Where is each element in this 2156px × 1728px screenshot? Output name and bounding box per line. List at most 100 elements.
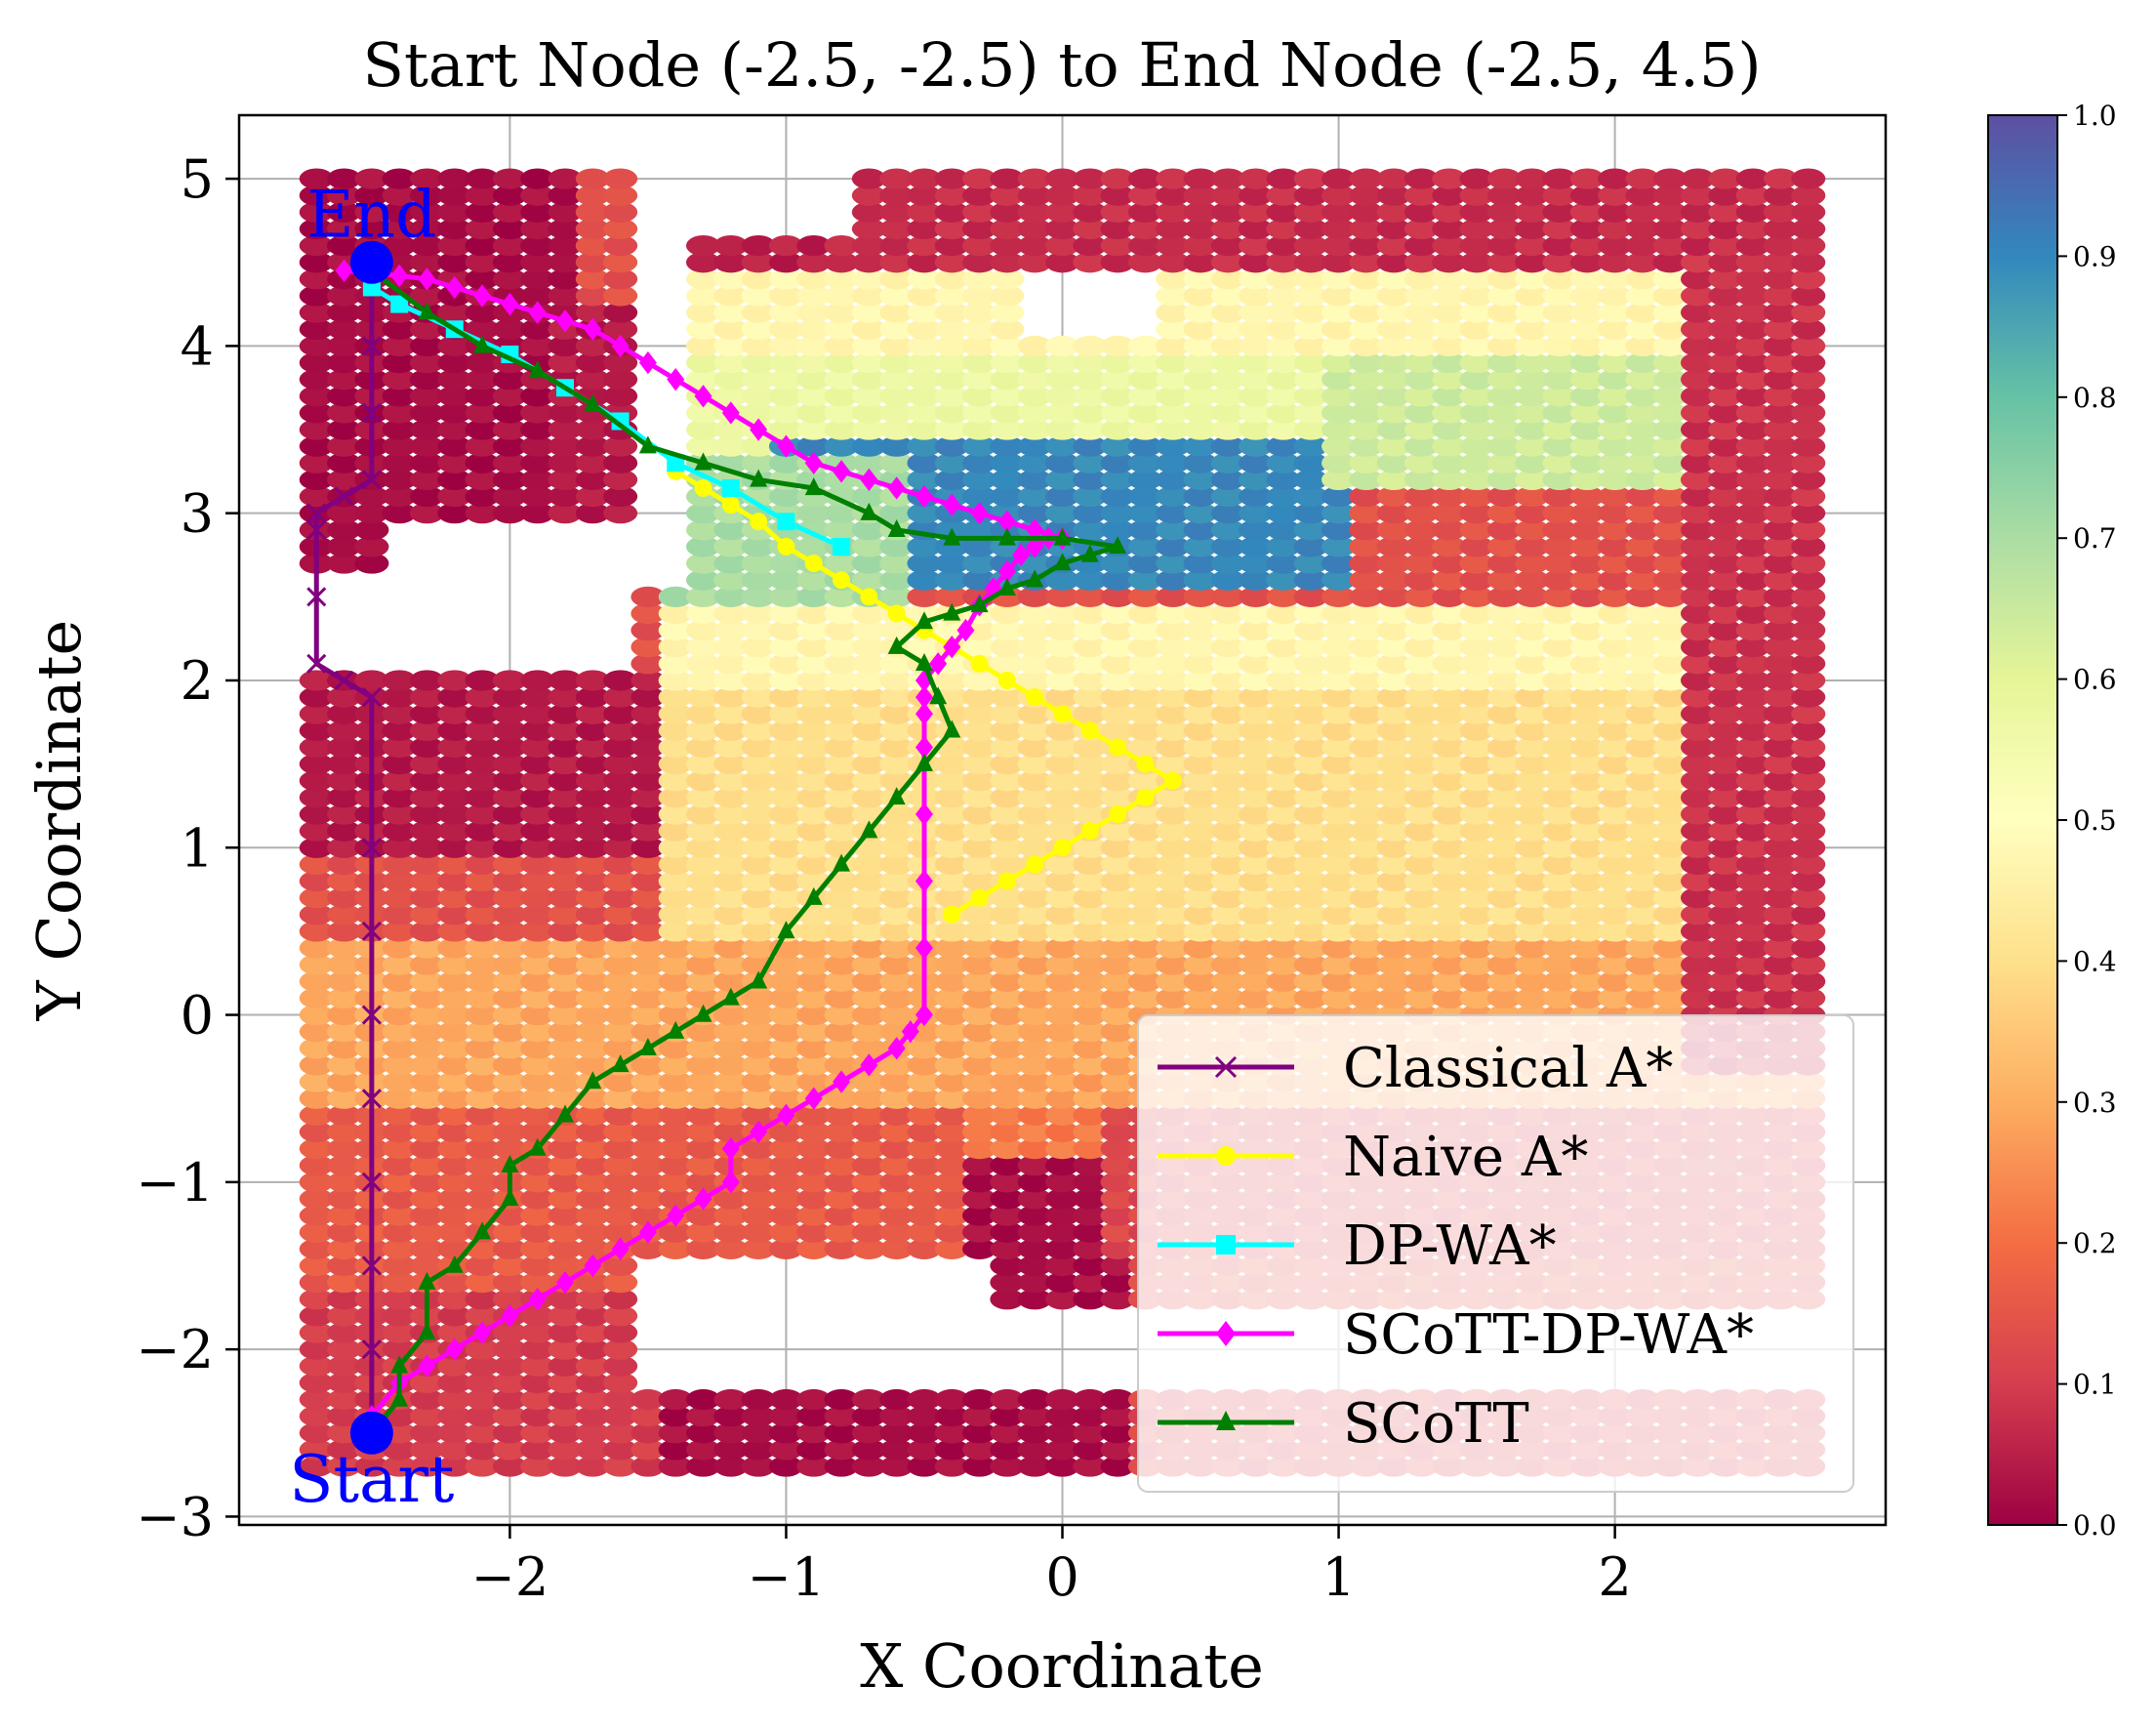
heatmap-cell xyxy=(327,1322,362,1343)
heatmap-cell xyxy=(1044,586,1080,607)
heatmap-cell xyxy=(741,770,776,792)
heatmap-cell xyxy=(299,386,334,407)
heatmap-cell xyxy=(934,285,969,307)
heatmap-cell xyxy=(1044,1422,1080,1444)
heatmap-cell xyxy=(1349,419,1384,440)
heatmap-cell xyxy=(1156,736,1191,759)
heatmap-cell xyxy=(1210,335,1245,357)
heatmap-cell xyxy=(631,1121,666,1143)
heatmap-cell xyxy=(1127,619,1162,641)
heatmap-cell xyxy=(1266,637,1301,658)
heatmap-cell xyxy=(768,485,803,508)
heatmap-cell xyxy=(824,720,859,741)
heatmap-cell xyxy=(713,1088,749,1109)
heatmap-cell xyxy=(1349,904,1384,926)
heatmap-cell xyxy=(1100,1004,1135,1026)
heatmap-cell xyxy=(1210,485,1245,508)
heatmap-cell xyxy=(1293,285,1328,307)
heatmap-cell xyxy=(1017,770,1052,792)
heatmap-cell xyxy=(1403,268,1440,290)
heatmap-cell xyxy=(879,369,915,391)
heatmap-cell xyxy=(1293,720,1328,741)
heatmap-cell xyxy=(768,268,803,290)
heatmap-cell xyxy=(409,1439,445,1461)
heatmap-cell xyxy=(741,1038,776,1059)
heatmap-cell xyxy=(1376,402,1411,424)
heatmap-cell xyxy=(1210,553,1245,574)
heatmap-cell xyxy=(685,335,721,357)
heatmap-cell xyxy=(1459,820,1494,842)
heatmap-cell xyxy=(990,218,1025,240)
heatmap-cell xyxy=(962,970,997,992)
heatmap-cell xyxy=(658,787,693,808)
heatmap-cell xyxy=(713,268,749,290)
heatmap-cell xyxy=(382,386,417,407)
heatmap-cell xyxy=(1183,753,1218,775)
heatmap-cell xyxy=(1156,703,1191,724)
heatmap-cell xyxy=(631,853,666,876)
heatmap-cell xyxy=(1100,351,1135,374)
heatmap-cell xyxy=(990,469,1025,491)
heatmap-cell xyxy=(1073,1071,1108,1092)
colorbar-tick-label: 0.4 xyxy=(2073,945,2117,977)
heatmap-cell xyxy=(1073,586,1108,607)
heatmap-cell xyxy=(768,1388,803,1411)
heatmap-cell xyxy=(575,1038,610,1059)
heatmap-cell xyxy=(1403,619,1440,641)
heatmap-cell xyxy=(548,435,583,457)
heatmap-cell xyxy=(520,1355,555,1377)
heatmap-cell xyxy=(327,1289,362,1310)
heatmap-cell xyxy=(492,168,527,189)
heatmap-cell xyxy=(465,185,500,206)
heatmap-cell xyxy=(631,703,666,724)
heatmap-cell xyxy=(437,1355,472,1377)
heatmap-cell xyxy=(741,921,776,942)
heatmap-cell xyxy=(548,1338,583,1360)
heatmap-cell xyxy=(1403,452,1440,473)
data-point xyxy=(1163,771,1182,790)
heatmap-cell xyxy=(382,1456,417,1477)
heatmap-cell xyxy=(1239,987,1274,1009)
heatmap-cell xyxy=(327,987,362,1009)
heatmap-cell xyxy=(382,937,417,959)
heatmap-cell xyxy=(603,1272,638,1294)
heatmap-cell xyxy=(768,653,803,675)
heatmap-cell xyxy=(1156,653,1191,675)
heatmap-cell xyxy=(768,787,803,808)
heatmap-cell xyxy=(1127,536,1162,557)
heatmap-cell xyxy=(299,686,334,708)
heatmap-cell xyxy=(492,1104,527,1126)
heatmap-cell xyxy=(1239,569,1274,591)
heatmap-cell xyxy=(437,218,472,240)
heatmap-cell xyxy=(796,1155,832,1176)
heatmap-cell xyxy=(1459,653,1494,675)
heatmap-cell xyxy=(465,1172,500,1193)
heatmap-cell xyxy=(327,218,362,240)
heatmap-cell xyxy=(1183,987,1218,1009)
heatmap-cell xyxy=(603,970,638,992)
heatmap-cell xyxy=(382,1104,417,1126)
heatmap-cell xyxy=(631,1388,666,1411)
heatmap-cell xyxy=(575,1422,610,1444)
heatmap-cell xyxy=(658,1188,693,1210)
heatmap-cell xyxy=(631,921,666,942)
heatmap-cell xyxy=(1322,402,1357,424)
heatmap-cell xyxy=(796,302,832,323)
heatmap-cell xyxy=(299,870,334,892)
heatmap-cell xyxy=(575,1305,610,1327)
heatmap-cell xyxy=(1183,519,1218,541)
heatmap-cell xyxy=(851,637,886,658)
heatmap-cell xyxy=(409,1172,445,1193)
heatmap-cell xyxy=(492,870,527,892)
heatmap-cell xyxy=(1044,569,1080,591)
heatmap-cell xyxy=(603,1155,638,1176)
heatmap-cell xyxy=(990,1272,1025,1294)
heatmap-cell xyxy=(520,218,555,240)
heatmap-cell xyxy=(437,720,472,741)
heatmap-cell xyxy=(1376,870,1411,892)
heatmap-cell xyxy=(382,1137,417,1160)
heatmap-cell xyxy=(437,1071,472,1092)
heatmap-cell xyxy=(990,335,1025,357)
heatmap-cell xyxy=(768,970,803,992)
heatmap-cell xyxy=(990,1255,1025,1277)
